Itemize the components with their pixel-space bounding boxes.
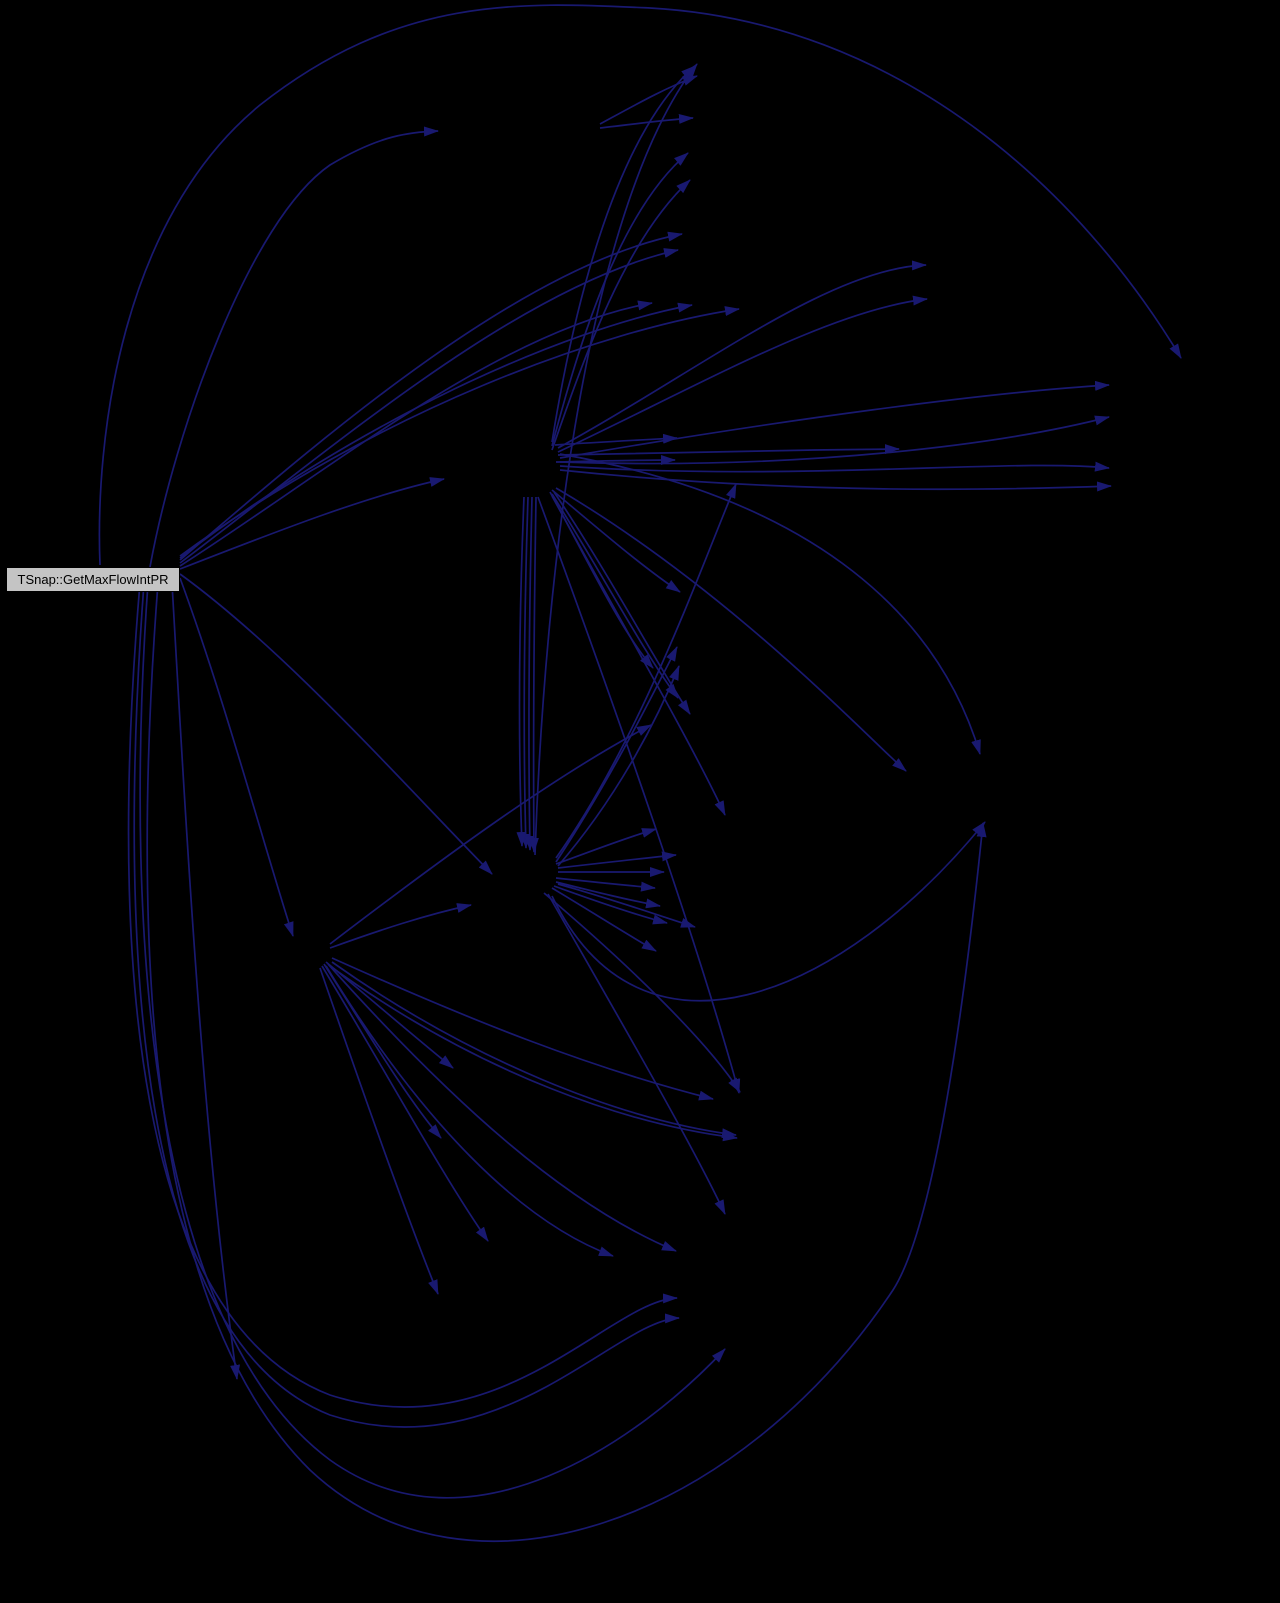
call-graph-edge — [179, 573, 493, 875]
call-graph-edge — [133, 582, 680, 1428]
call-graph-edge — [559, 380, 1110, 459]
call-graph-edge — [559, 415, 1110, 465]
call-graph-edge — [179, 231, 683, 561]
call-graph-edge — [528, 496, 539, 853]
call-graph-edge — [171, 582, 241, 1380]
call-graph-edge — [537, 496, 741, 1094]
call-graph-edge — [557, 883, 696, 928]
node-tsnap-getmaxflowintpr: TSnap::GetMaxFlowIntPR — [6, 567, 180, 592]
call-graph-edge — [551, 152, 689, 447]
call-graph-edge — [547, 893, 726, 1215]
call-graph-edge — [557, 295, 928, 453]
call-graph-edge — [554, 433, 678, 446]
call-graph-edge — [149, 126, 439, 568]
call-graph-edge — [551, 493, 679, 699]
call-graph-edge — [327, 963, 677, 1252]
call-graph-edge — [534, 63, 698, 856]
call-graph-edge — [146, 582, 987, 1542]
call-graph-edge — [599, 75, 698, 125]
call-graph-edge — [516, 496, 527, 847]
call-graph-edge — [329, 724, 652, 945]
call-graph-edge — [520, 496, 531, 849]
call-graph-edge — [551, 489, 681, 593]
call-graph-edge — [543, 892, 741, 1093]
call-graph-edge — [331, 957, 714, 1101]
call-graph-edge — [98, 4, 1182, 566]
call-graph-edge — [555, 646, 678, 863]
call-graph-edge — [127, 582, 678, 1408]
call-graph-edge — [331, 961, 737, 1139]
call-graph-edge — [559, 461, 1110, 473]
call-graph-edge — [555, 828, 657, 865]
call-graph-edge — [557, 851, 677, 869]
call-graph-edge — [551, 495, 726, 816]
call-graph-edge — [559, 469, 1112, 492]
call-graph-edge — [599, 113, 694, 129]
call-graph-edge — [553, 885, 668, 925]
call-graph-edge — [325, 961, 454, 1069]
call-graph-edge — [179, 248, 679, 564]
call-graph-edge — [549, 491, 654, 669]
call-graph-edge — [524, 496, 535, 851]
call-graph-edge — [139, 582, 726, 1499]
call-graph-edge — [553, 491, 691, 715]
call-graph-edge — [555, 487, 907, 772]
call-graph-edge — [555, 877, 656, 892]
call-graph-edge — [319, 967, 439, 1295]
call-graph-edge — [179, 306, 740, 557]
call-graph-edge — [179, 302, 693, 559]
call-graph-edge — [551, 821, 986, 1002]
call-graph-edge — [329, 903, 472, 949]
call-graph-edge — [321, 965, 489, 1242]
call-graph-edge — [329, 965, 738, 1142]
call-graph-edge — [551, 887, 657, 952]
call-graph-edge — [555, 483, 737, 859]
call-graph-edge — [551, 65, 696, 443]
call-graph-edge — [323, 963, 442, 1139]
call-graph-edge — [555, 455, 676, 466]
call-graph-edge — [551, 179, 691, 451]
call-graph-edge — [557, 260, 927, 449]
call-graph-edge — [179, 577, 294, 937]
call-graph-edge — [557, 444, 900, 456]
call-graph-edge — [559, 453, 981, 755]
call-graph-edge — [179, 477, 445, 570]
call-graph-edge — [557, 665, 680, 867]
call-graph-edge — [555, 881, 661, 909]
call-graph-edge — [325, 965, 614, 1257]
